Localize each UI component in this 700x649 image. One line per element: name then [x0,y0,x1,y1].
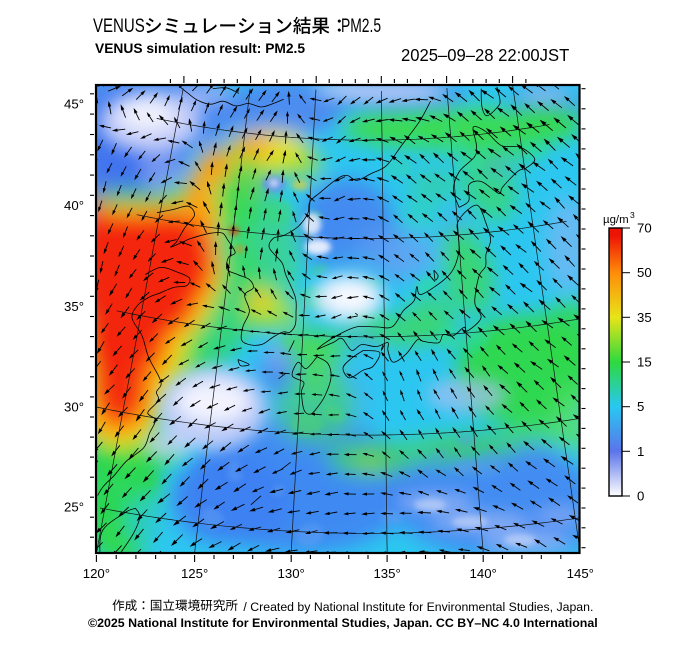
svg-text:3: 3 [630,210,635,220]
svg-text:0: 0 [637,489,644,504]
svg-text:70: 70 [637,221,652,236]
svg-text:140°: 140° [470,566,497,581]
svg-text:15: 15 [637,355,652,370]
svg-text:1: 1 [637,444,644,459]
svg-text:5: 5 [637,399,644,414]
svg-text:30°: 30° [64,400,84,415]
svg-text:135°: 135° [373,566,400,581]
svg-text:40°: 40° [64,198,84,213]
svg-text:130°: 130° [278,566,305,581]
svg-text:35°: 35° [64,299,84,314]
svg-text:145°: 145° [567,566,594,581]
svg-text:45°: 45° [64,97,84,112]
svg-text:120°: 120° [83,566,110,581]
svg-text:25°: 25° [64,500,84,515]
svg-text:35: 35 [637,310,652,325]
svg-text:50: 50 [637,265,652,280]
svg-text:µg/m: µg/m [603,214,629,226]
svg-text:125°: 125° [181,566,208,581]
